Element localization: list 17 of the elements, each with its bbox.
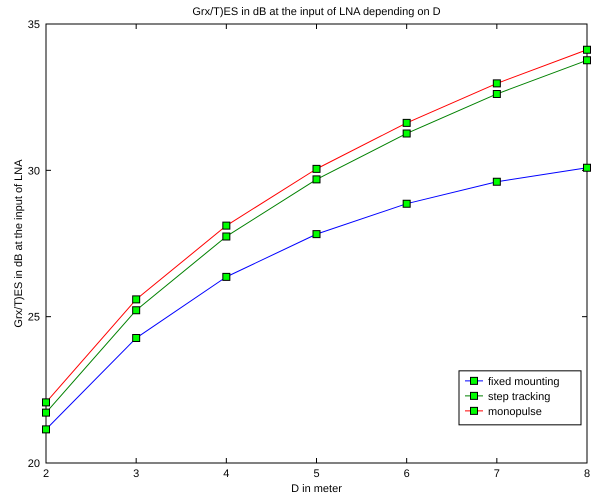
y-axis-title: Grx/T)ES in dB at the input of LNA: [13, 158, 25, 328]
x-tick-label: 4: [223, 468, 230, 480]
x-axis-title: D in meter: [291, 483, 342, 495]
y-tick-label: 25: [28, 312, 40, 324]
y-tick-label: 30: [28, 165, 40, 178]
y-tick-label: 35: [28, 19, 40, 31]
x-tick-label: 6: [404, 468, 410, 480]
x-tick-label: 3: [133, 468, 140, 480]
legend-label: step tracking: [488, 390, 550, 403]
legend-label: monopulse: [488, 406, 542, 418]
legend-label: fixed mounting: [488, 376, 560, 388]
y-tick-label: 20: [28, 458, 40, 470]
x-tick-label: 2: [42, 468, 50, 480]
chart-title: Grx/T)ES in dB at the input of LNA depending on D: [192, 6, 441, 18]
x-tick-label: 5: [313, 468, 320, 480]
x-tick-label: 8: [584, 468, 590, 480]
x-tick-label: 7: [494, 468, 500, 480]
